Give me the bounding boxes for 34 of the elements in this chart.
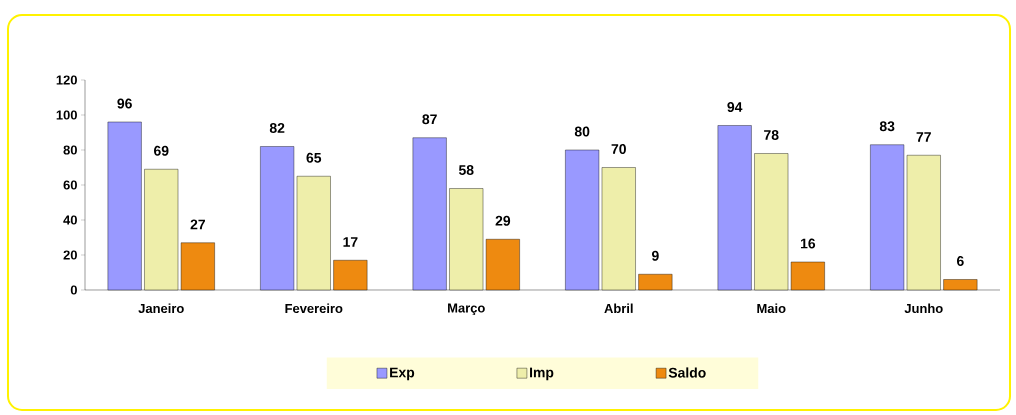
x-tick-label: Janeiro (138, 303, 184, 314)
legend-label: Imp (530, 367, 554, 381)
y-tick-label: 120 (56, 75, 77, 85)
data-label: 77 (916, 132, 931, 142)
legend-label: Exp (390, 367, 415, 381)
x-tick-label: Março (448, 303, 485, 316)
y-tick-label: 100 (56, 110, 77, 120)
y-tick-label: 40 (63, 215, 77, 225)
data-label: 29 (495, 215, 511, 226)
y-tick-label: 0 (70, 285, 77, 295)
x-tick-label: Maio (757, 303, 786, 314)
y-tick-label: 20 (63, 250, 77, 260)
data-label: 96 (117, 98, 132, 109)
data-label: 6 (957, 256, 964, 266)
x-tick-label: Abril (604, 303, 633, 314)
data-label: 9 (651, 250, 659, 261)
x-tick-label: Fevereiro (285, 303, 343, 314)
data-label: 65 (306, 152, 322, 163)
data-label: 16 (800, 238, 816, 249)
y-tick-label: 80 (63, 145, 77, 155)
data-label: 69 (154, 145, 169, 156)
y-tick-label: 60 (63, 180, 77, 190)
data-label: 80 (574, 126, 590, 137)
data-label: 83 (879, 121, 895, 132)
data-label: 82 (269, 123, 285, 133)
x-tick-label: Junho (904, 303, 943, 314)
data-label: 70 (611, 144, 626, 154)
data-label: 87 (422, 114, 437, 125)
legend-label: Saldo (668, 367, 706, 378)
data-label: 58 (458, 165, 474, 175)
data-label: 94 (727, 102, 743, 112)
data-label: 27 (190, 219, 205, 230)
data-label: 17 (343, 237, 358, 247)
data-label: 78 (764, 130, 779, 140)
